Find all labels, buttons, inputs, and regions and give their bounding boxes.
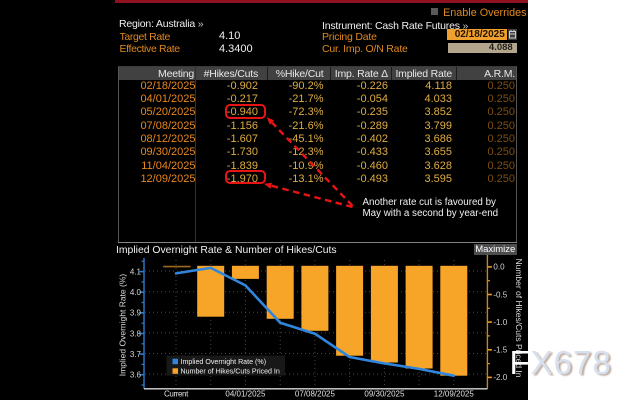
svg-text:3.7: 3.7 (130, 350, 142, 359)
svg-text:3.6: 3.6 (130, 371, 142, 380)
svg-text:-0.5: -0.5 (493, 290, 507, 299)
svg-text:0.0: 0.0 (493, 263, 505, 272)
svg-text:3.8: 3.8 (130, 329, 142, 338)
svg-text:-1.0: -1.0 (493, 318, 507, 327)
svg-text:Implied Overnight Rate (%): Implied Overnight Rate (%) (118, 274, 128, 377)
svg-text:-1.5: -1.5 (493, 346, 507, 355)
svg-text:-2.0: -2.0 (493, 373, 507, 382)
svg-text:Number of Hikes/Cuts Priced In: Number of Hikes/Cuts Priced In (181, 368, 280, 376)
svg-text:09/30/2025: 09/30/2025 (364, 390, 405, 399)
svg-text:12/09/2025: 12/09/2025 (434, 390, 475, 399)
svg-text:Current: Current (164, 390, 189, 399)
svg-text:Implied Overnight Rate (%): Implied Overnight Rate (%) (181, 358, 267, 366)
svg-text:04/01/2025: 04/01/2025 (225, 390, 266, 399)
svg-text:07/08/2025: 07/08/2025 (295, 390, 336, 399)
svg-text:4.0: 4.0 (130, 288, 142, 297)
svg-text:4.1: 4.1 (130, 267, 142, 276)
svg-text:3.9: 3.9 (130, 309, 142, 318)
svg-text:Number of Hikes/Cuts Priced In: Number of Hikes/Cuts Priced In (514, 258, 524, 377)
